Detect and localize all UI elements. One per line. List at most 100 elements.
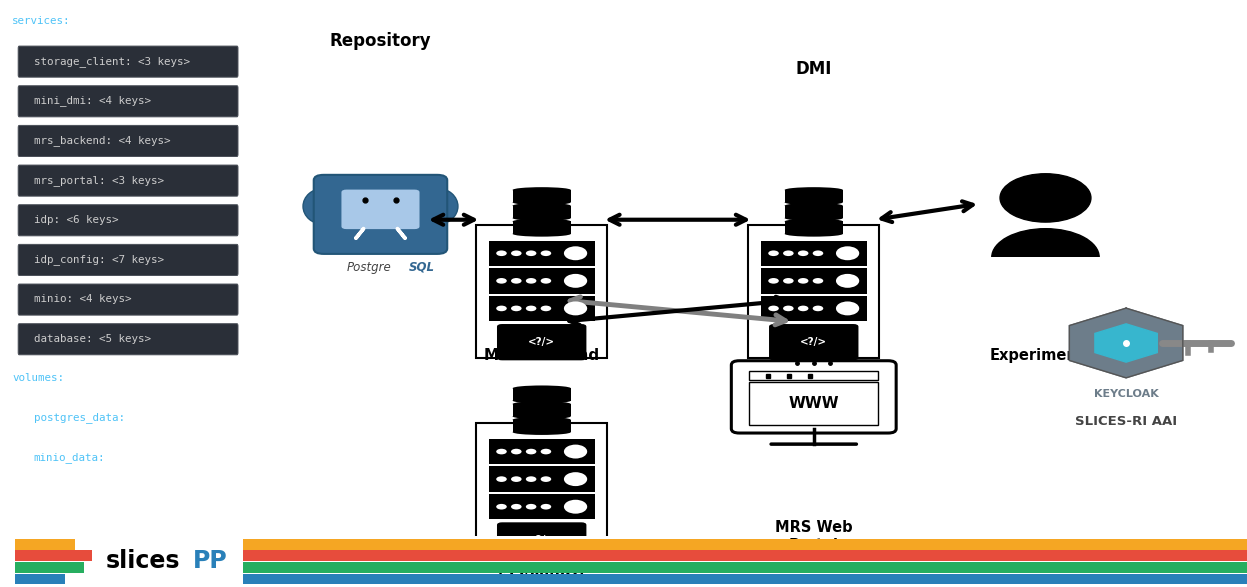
Bar (489, 467, 595, 492)
Ellipse shape (513, 219, 571, 224)
Bar (963, 257, 1129, 288)
Text: mini_dmi: <4 keys>: mini_dmi: <4 keys> (34, 95, 151, 106)
Text: Storage service
(S3/MinIO): Storage service (S3/MinIO) (476, 546, 606, 580)
Ellipse shape (835, 302, 859, 315)
Ellipse shape (835, 247, 859, 260)
Ellipse shape (513, 429, 571, 435)
Ellipse shape (564, 302, 587, 315)
Text: slices: slices (106, 549, 181, 573)
Circle shape (813, 306, 823, 311)
Circle shape (768, 278, 779, 284)
Circle shape (496, 476, 506, 482)
Circle shape (496, 448, 506, 454)
Text: DMI: DMI (796, 60, 832, 78)
Circle shape (496, 306, 506, 311)
Ellipse shape (513, 402, 571, 407)
Bar (513, 205, 571, 218)
Ellipse shape (513, 414, 571, 419)
Ellipse shape (513, 215, 571, 221)
Ellipse shape (784, 231, 843, 237)
Circle shape (783, 251, 793, 256)
Bar (749, 382, 878, 425)
Ellipse shape (513, 187, 571, 193)
Text: storage_client: <3 keys>: storage_client: <3 keys> (34, 56, 190, 66)
Ellipse shape (784, 200, 843, 205)
Circle shape (541, 278, 551, 284)
Ellipse shape (513, 398, 571, 403)
Bar (784, 221, 843, 234)
FancyBboxPatch shape (19, 323, 238, 355)
Circle shape (768, 306, 779, 311)
Polygon shape (1095, 324, 1157, 362)
Circle shape (783, 278, 793, 284)
Bar (513, 190, 571, 203)
Bar (243, 562, 1247, 573)
Circle shape (511, 476, 521, 482)
Text: SLICES-RI AAI: SLICES-RI AAI (1075, 416, 1177, 429)
Text: minio: <4 keys>: minio: <4 keys> (34, 294, 131, 304)
Text: minio_data:: minio_data: (34, 452, 105, 463)
Ellipse shape (784, 203, 843, 208)
FancyBboxPatch shape (498, 522, 586, 559)
Ellipse shape (784, 187, 843, 193)
Bar (15, 550, 92, 561)
Bar (489, 268, 595, 294)
FancyBboxPatch shape (769, 324, 858, 360)
Bar (513, 388, 571, 401)
Text: postgres_data:: postgres_data: (34, 413, 125, 423)
Circle shape (798, 278, 808, 284)
Ellipse shape (564, 500, 587, 514)
Bar (784, 205, 843, 218)
Circle shape (783, 306, 793, 311)
Ellipse shape (784, 215, 843, 221)
Bar (749, 371, 878, 380)
Bar (748, 224, 879, 357)
Text: <?/>: <?/> (529, 337, 555, 347)
Circle shape (496, 278, 506, 284)
Bar (761, 241, 867, 266)
Ellipse shape (564, 472, 587, 486)
Text: mrs_backend: <4 keys>: mrs_backend: <4 keys> (34, 135, 170, 146)
Circle shape (813, 278, 823, 284)
FancyBboxPatch shape (731, 361, 897, 433)
Bar (489, 296, 595, 321)
Text: KEYCLOAK: KEYCLOAK (1094, 389, 1158, 399)
Ellipse shape (991, 229, 1099, 286)
Ellipse shape (564, 247, 587, 260)
Ellipse shape (513, 417, 571, 423)
Text: MRS Web
Portal: MRS Web Portal (774, 520, 853, 554)
Bar (513, 404, 571, 416)
FancyBboxPatch shape (498, 324, 586, 360)
Text: services:: services: (12, 16, 71, 26)
Text: MRS backend: MRS backend (484, 348, 600, 363)
Circle shape (798, 306, 808, 311)
Text: database: <5 keys>: database: <5 keys> (34, 333, 151, 344)
Text: mrs_portal: <3 keys>: mrs_portal: <3 keys> (34, 174, 163, 185)
Ellipse shape (513, 203, 571, 208)
FancyArrowPatch shape (398, 228, 405, 238)
Circle shape (768, 251, 779, 256)
Text: PP: PP (193, 549, 228, 573)
FancyBboxPatch shape (19, 284, 238, 315)
Circle shape (511, 306, 521, 311)
Text: <?/>: <?/> (529, 535, 555, 545)
Ellipse shape (513, 231, 571, 237)
Circle shape (813, 251, 823, 256)
FancyBboxPatch shape (19, 126, 238, 157)
Ellipse shape (303, 188, 344, 224)
Circle shape (511, 251, 521, 256)
Ellipse shape (784, 219, 843, 224)
Bar (476, 224, 607, 357)
Text: WWW: WWW (788, 396, 839, 411)
Ellipse shape (416, 188, 458, 224)
Text: Repository: Repository (329, 32, 431, 50)
FancyBboxPatch shape (19, 165, 238, 196)
Circle shape (526, 306, 536, 311)
Circle shape (511, 448, 521, 454)
Circle shape (526, 504, 536, 510)
Text: idp: <6 keys>: idp: <6 keys> (34, 215, 118, 225)
Bar (243, 539, 1247, 549)
Circle shape (541, 504, 551, 510)
Circle shape (526, 448, 536, 454)
Bar (513, 420, 571, 432)
